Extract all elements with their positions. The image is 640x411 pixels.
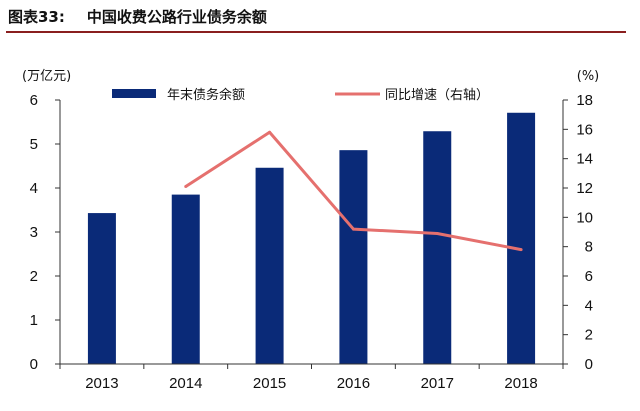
title-underline xyxy=(6,31,626,33)
right-tick-label: 4 xyxy=(585,297,593,314)
figure-title-text: 中国收费公路行业债务余额 xyxy=(86,8,267,26)
left-tick-label: 1 xyxy=(30,312,38,329)
right-tick-label: 2 xyxy=(585,327,593,344)
growth-point-2018 xyxy=(519,248,523,252)
x-tick-label: 2016 xyxy=(337,375,370,392)
growth-point-2017 xyxy=(435,231,439,235)
left-axis-ticks: 0 1 2 3 4 5 6 xyxy=(30,92,61,373)
legend-bar-swatch xyxy=(112,89,156,98)
right-axis-unit: (%) xyxy=(577,69,600,84)
x-tick-label: 2018 xyxy=(504,375,537,392)
growth-point-2015 xyxy=(268,130,272,134)
bar-series xyxy=(87,112,536,364)
x-tick-label: 2017 xyxy=(421,375,454,392)
right-tick-label: 16 xyxy=(576,121,593,138)
right-tick-label: 14 xyxy=(576,151,593,168)
x-tick-label: 2015 xyxy=(253,375,286,392)
bar-2017 xyxy=(423,131,452,364)
figure-number: 图表33: xyxy=(8,8,65,26)
right-tick-label: 10 xyxy=(576,209,593,226)
left-tick-label: 0 xyxy=(30,356,38,373)
growth-point-2014 xyxy=(184,185,188,189)
bar-2015 xyxy=(255,167,284,364)
legend-bar-label: 年末债务余额 xyxy=(167,87,245,103)
x-tick-label: 2014 xyxy=(169,375,202,392)
legend: 年末债务余额 同比增速（右轴） xyxy=(112,87,489,103)
bar-2014 xyxy=(171,194,200,364)
figure-title: 图表33: 中国收费公路行业债务余额 xyxy=(8,6,267,27)
right-tick-label: 6 xyxy=(585,268,593,285)
left-tick-label: 3 xyxy=(30,224,38,241)
bar-2018 xyxy=(507,112,536,364)
growth-point-2016 xyxy=(351,227,355,231)
bar-2013 xyxy=(87,213,116,364)
legend-line-label: 同比增速（右轴） xyxy=(385,88,489,103)
left-tick-label: 2 xyxy=(30,268,38,285)
right-tick-label: 8 xyxy=(585,239,593,256)
right-tick-label: 18 xyxy=(576,92,593,109)
right-tick-label: 0 xyxy=(585,356,593,373)
left-tick-label: 5 xyxy=(30,136,38,153)
right-axis-ticks: 0 2 4 6 8 10 12 14 16 18 xyxy=(562,92,593,373)
left-axis-unit: (万亿元) xyxy=(22,69,71,84)
left-tick-label: 6 xyxy=(30,92,38,109)
x-tick-label: 2013 xyxy=(85,375,118,392)
line-series xyxy=(184,130,523,252)
bar-2016 xyxy=(339,150,368,364)
left-tick-label: 4 xyxy=(30,180,38,197)
x-axis: 2013 2014 2015 2016 2017 2018 xyxy=(59,363,564,392)
right-tick-label: 12 xyxy=(576,180,593,197)
